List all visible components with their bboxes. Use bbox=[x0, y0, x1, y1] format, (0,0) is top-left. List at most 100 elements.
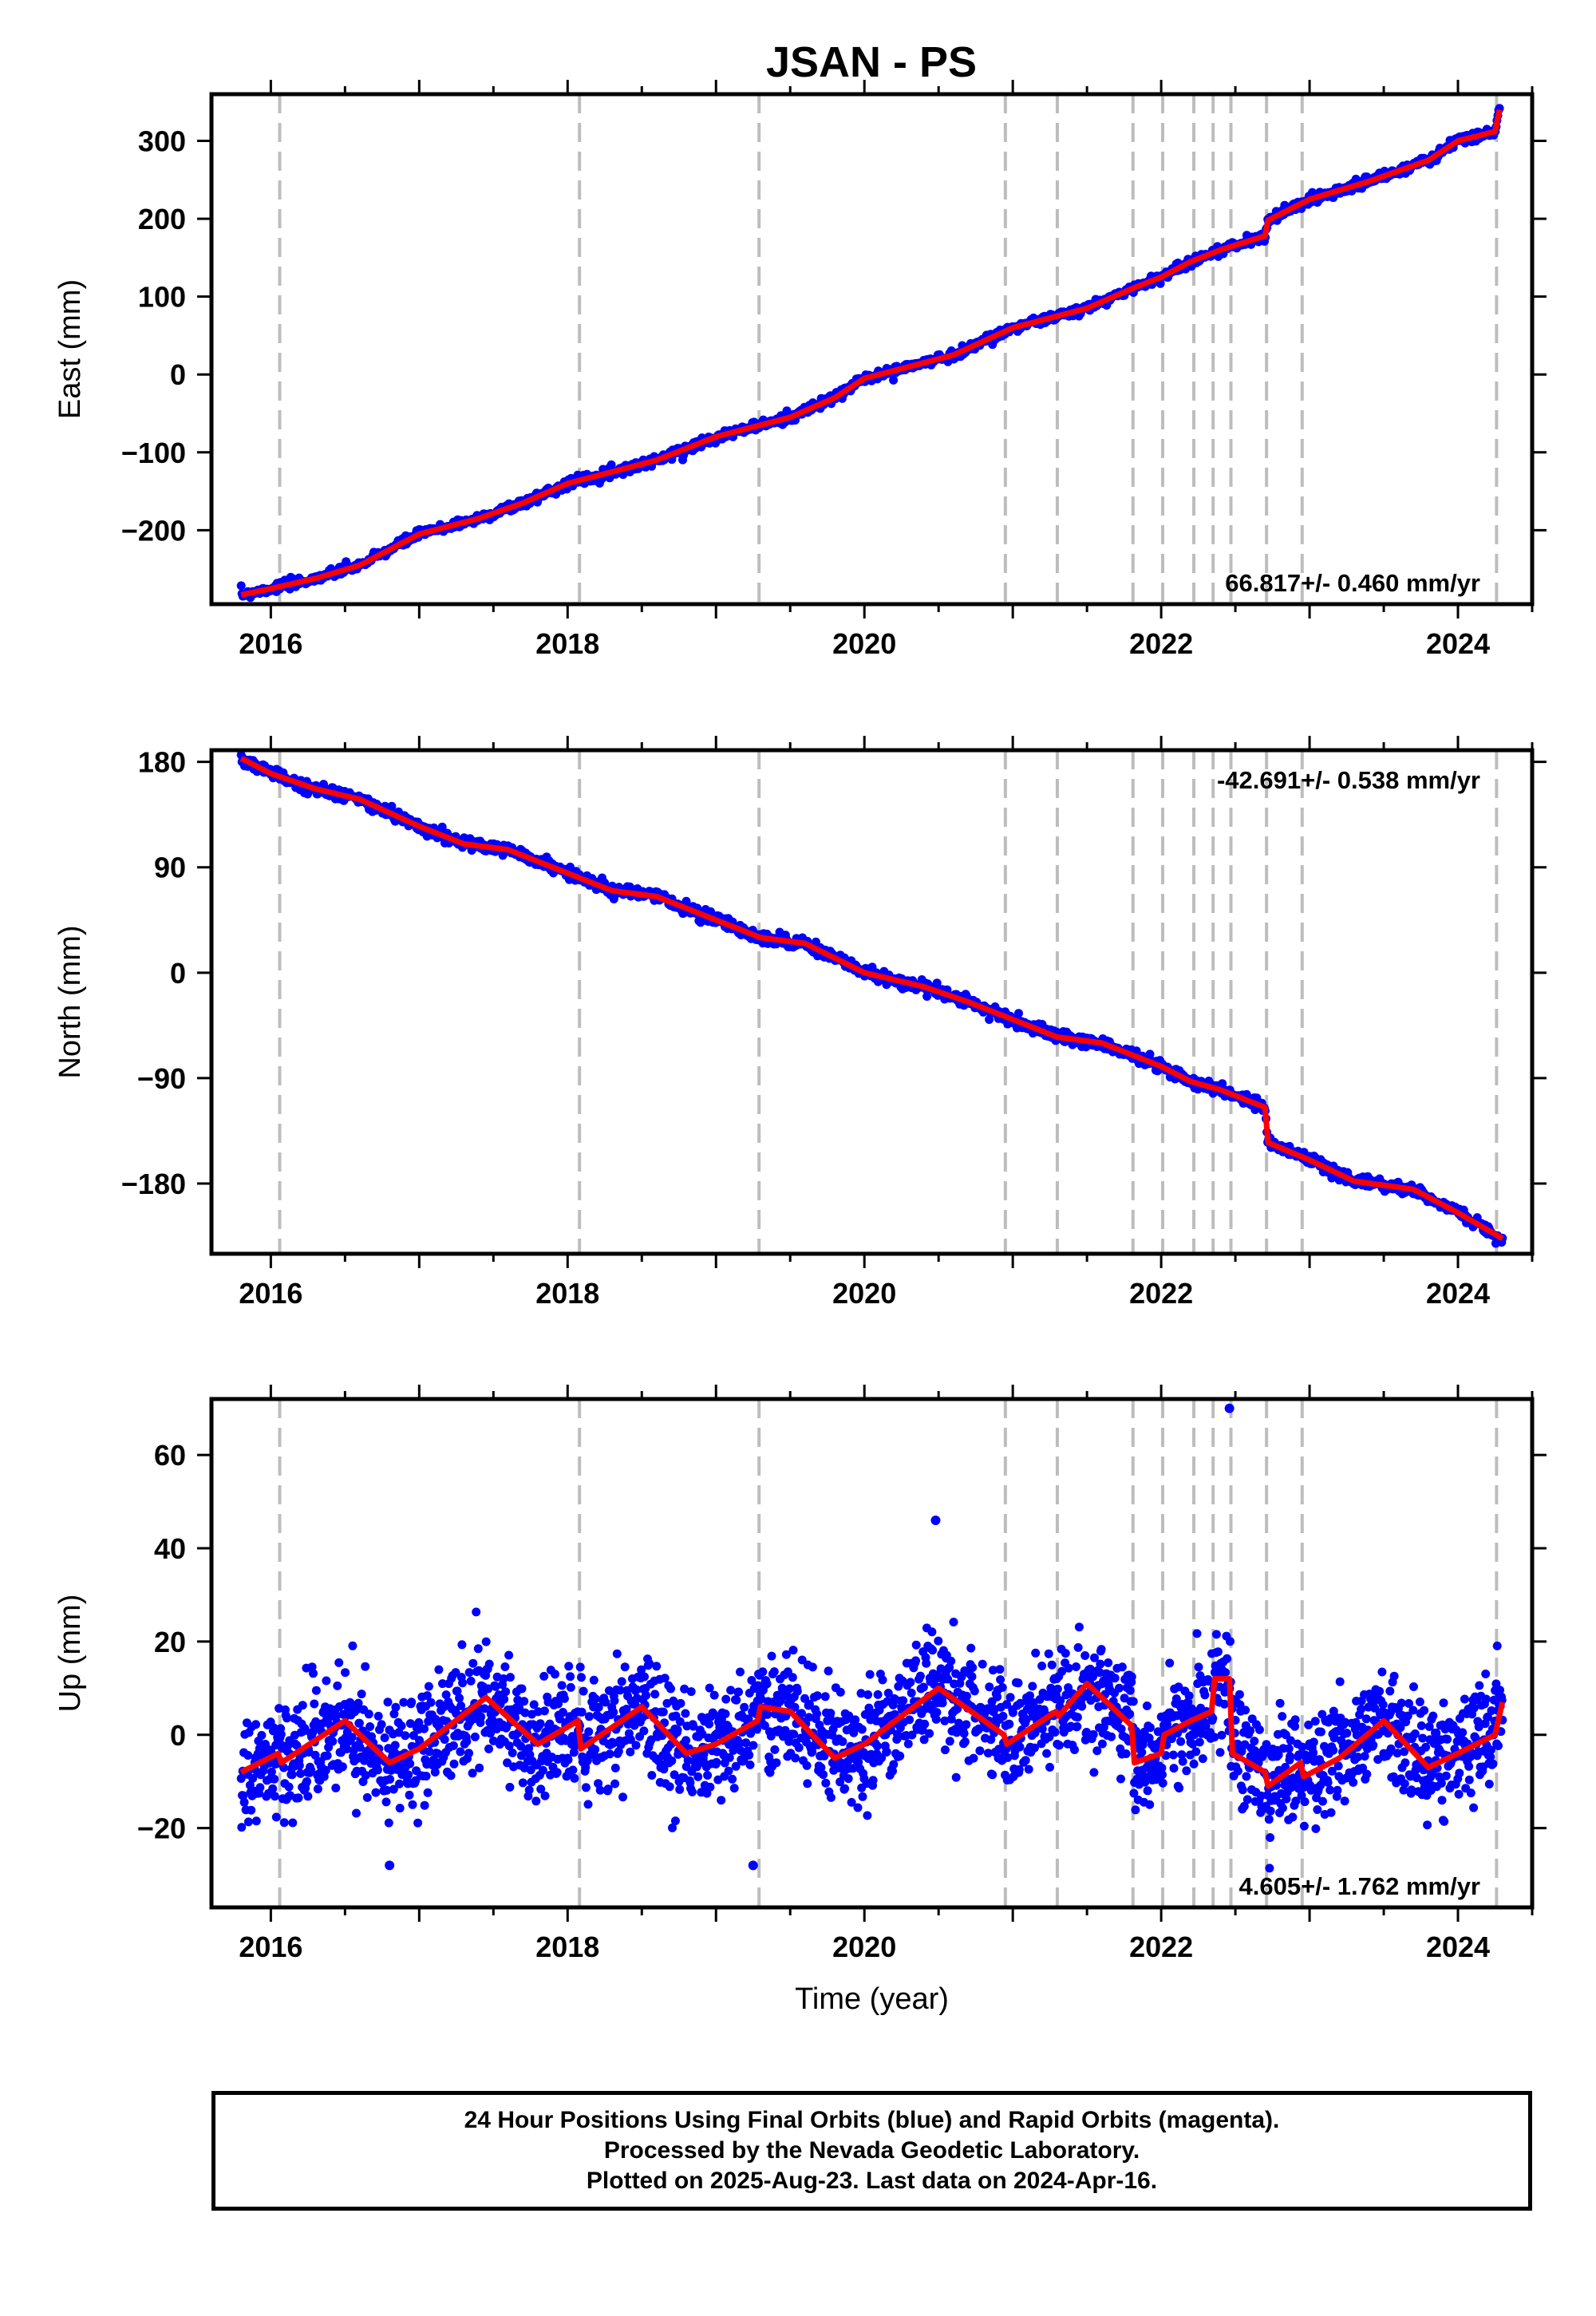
data-point bbox=[373, 1765, 382, 1775]
data-point bbox=[986, 1735, 996, 1745]
data-point bbox=[1021, 1715, 1031, 1725]
data-point bbox=[255, 1783, 265, 1792]
data-point bbox=[577, 1707, 587, 1717]
y-tick-label: 0 bbox=[170, 358, 186, 391]
data-point bbox=[618, 1792, 627, 1802]
data-point bbox=[735, 1738, 745, 1748]
rate-label-north: -42.691+/- 0.538 mm/yr bbox=[1217, 766, 1480, 794]
data-point bbox=[584, 1727, 594, 1737]
data-point bbox=[946, 1656, 956, 1666]
data-point bbox=[899, 1696, 908, 1705]
data-point bbox=[911, 1656, 920, 1666]
data-point bbox=[721, 1709, 730, 1718]
data-point bbox=[747, 1676, 757, 1685]
data-point bbox=[676, 1698, 685, 1708]
data-point bbox=[1125, 1709, 1135, 1719]
data-point bbox=[466, 1676, 476, 1686]
y-tick-label: −200 bbox=[121, 514, 186, 547]
data-point bbox=[1057, 1666, 1067, 1676]
data-point bbox=[577, 1673, 586, 1682]
data-point bbox=[284, 1782, 294, 1792]
data-point bbox=[745, 1760, 755, 1769]
data-point bbox=[1061, 1649, 1070, 1658]
data-point bbox=[503, 1758, 512, 1768]
data-point bbox=[681, 1709, 690, 1718]
data-point bbox=[688, 1787, 697, 1796]
data-point bbox=[381, 1797, 391, 1807]
data-point bbox=[526, 1765, 535, 1775]
data-point bbox=[1169, 1764, 1179, 1773]
data-point bbox=[726, 1686, 736, 1695]
data-point bbox=[236, 581, 246, 591]
data-point bbox=[440, 1735, 449, 1745]
x-tick-label: 2018 bbox=[535, 1277, 599, 1310]
data-point bbox=[1046, 1683, 1056, 1693]
data-point bbox=[853, 1803, 863, 1812]
data-point bbox=[239, 1791, 248, 1800]
data-point bbox=[828, 1725, 838, 1734]
data-point bbox=[1096, 1645, 1106, 1654]
data-point bbox=[423, 1788, 433, 1797]
data-point bbox=[1090, 1653, 1099, 1662]
data-point bbox=[693, 1772, 703, 1781]
data-point bbox=[790, 1702, 800, 1712]
data-point bbox=[1190, 1730, 1199, 1740]
data-point bbox=[622, 1705, 631, 1713]
data-point bbox=[455, 1694, 464, 1703]
data-point bbox=[808, 1662, 817, 1672]
data-point bbox=[1171, 1694, 1181, 1704]
data-point bbox=[610, 1696, 619, 1705]
data-point bbox=[294, 1793, 303, 1803]
data-point bbox=[812, 1691, 822, 1701]
data-point bbox=[563, 1755, 573, 1765]
data-point bbox=[670, 1816, 680, 1826]
data-point bbox=[1088, 1672, 1098, 1682]
data-point bbox=[282, 1713, 291, 1723]
data-point bbox=[988, 1666, 998, 1675]
data-point bbox=[1158, 1770, 1167, 1780]
data-point bbox=[985, 1015, 994, 1024]
data-point bbox=[481, 1637, 491, 1646]
data-point bbox=[951, 1773, 961, 1782]
data-point bbox=[717, 1796, 726, 1805]
data-point bbox=[1050, 1728, 1060, 1737]
data-point bbox=[515, 1703, 524, 1713]
data-point bbox=[626, 1747, 635, 1757]
data-point bbox=[857, 1725, 867, 1734]
data-point bbox=[380, 1733, 389, 1742]
data-point bbox=[608, 1739, 618, 1748]
data-point bbox=[268, 1784, 278, 1793]
data-point bbox=[1168, 1750, 1178, 1760]
data-point bbox=[1074, 1622, 1084, 1632]
data-point bbox=[905, 1715, 915, 1725]
data-point bbox=[1014, 1009, 1023, 1018]
data-point bbox=[745, 1750, 754, 1760]
data-point bbox=[760, 1721, 769, 1730]
data-point bbox=[612, 1649, 622, 1658]
data-point bbox=[420, 1800, 429, 1810]
data-point bbox=[1188, 1739, 1198, 1749]
data-point bbox=[484, 1744, 493, 1753]
data-point bbox=[384, 1818, 393, 1828]
data-point bbox=[637, 1665, 646, 1674]
data-point bbox=[741, 1738, 751, 1748]
y-tick-label: −180 bbox=[121, 1168, 186, 1200]
data-point bbox=[758, 1667, 768, 1677]
data-point bbox=[311, 1686, 321, 1695]
data-point bbox=[1008, 1708, 1017, 1717]
data-point bbox=[303, 1792, 313, 1801]
data-point bbox=[539, 1706, 549, 1716]
data-point bbox=[519, 1697, 529, 1706]
data-point bbox=[504, 1741, 514, 1751]
data-point bbox=[788, 1646, 798, 1655]
data-point bbox=[464, 1668, 474, 1678]
data-point bbox=[826, 1709, 836, 1718]
data-point bbox=[387, 801, 397, 811]
data-point bbox=[491, 1682, 500, 1691]
data-point bbox=[1047, 1660, 1057, 1670]
data-point bbox=[322, 1751, 332, 1761]
data-point bbox=[686, 1687, 696, 1697]
data-point bbox=[288, 1818, 298, 1828]
